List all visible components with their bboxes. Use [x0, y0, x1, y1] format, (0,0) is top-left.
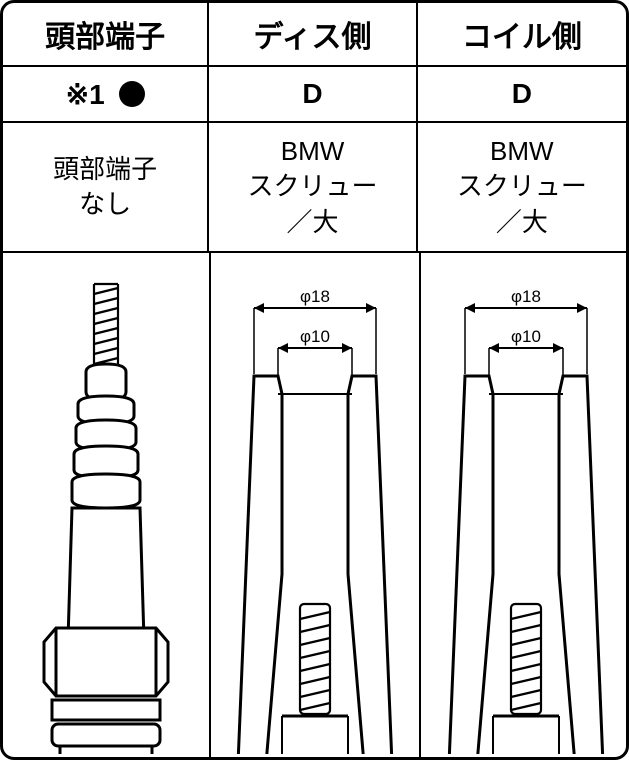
spec-table: 頭部端子 ディス側 コイル側 ※1 D D 頭部端子 なし BMW スクリュー … [0, 0, 629, 760]
header-terminal: 頭部端子 [3, 3, 209, 67]
desc-c3-l2: スクリュー [457, 169, 587, 204]
subheader-row: ※1 D D [3, 67, 626, 123]
header-dis-side: ディス側 [209, 3, 417, 67]
desc-c1-l2: なし [79, 187, 131, 222]
desc-c2-l2: スクリュー [248, 169, 378, 204]
subheader-note: ※1 [3, 67, 209, 123]
note-text: ※1 [66, 78, 105, 111]
subheader-coil: D [418, 67, 626, 123]
dot-icon [119, 81, 145, 107]
subheader-dis: D [209, 67, 417, 123]
desc-c3-l1: BMW [490, 134, 554, 169]
dim-phi10-coil: φ10 [511, 327, 541, 346]
dim-phi10: φ10 [300, 327, 330, 346]
desc-c1-l1: 頭部端子 [53, 152, 157, 187]
desc-coil: BMW スクリュー ／大 [418, 123, 626, 253]
desc-c3-l3: ／大 [496, 205, 548, 240]
cap-diagram-coil: φ18 φ10 [421, 253, 629, 757]
desc-dis: BMW スクリュー ／大 [209, 123, 417, 253]
header-coil-side: コイル側 [418, 3, 626, 67]
desc-terminal: 頭部端子 なし [3, 123, 209, 253]
diagram-row: φ18 φ10 [3, 253, 626, 757]
dim-phi18-coil: φ18 [511, 287, 541, 306]
desc-row: 頭部端子 なし BMW スクリュー ／大 BMW スクリュー ／大 [3, 123, 626, 253]
desc-c2-l1: BMW [281, 134, 345, 169]
desc-c2-l3: ／大 [287, 205, 339, 240]
header-row: 頭部端子 ディス側 コイル側 [3, 3, 626, 67]
spark-plug-diagram [3, 253, 211, 757]
cap-diagram-dis: φ18 φ10 [211, 253, 421, 757]
dim-phi18: φ18 [300, 287, 330, 306]
